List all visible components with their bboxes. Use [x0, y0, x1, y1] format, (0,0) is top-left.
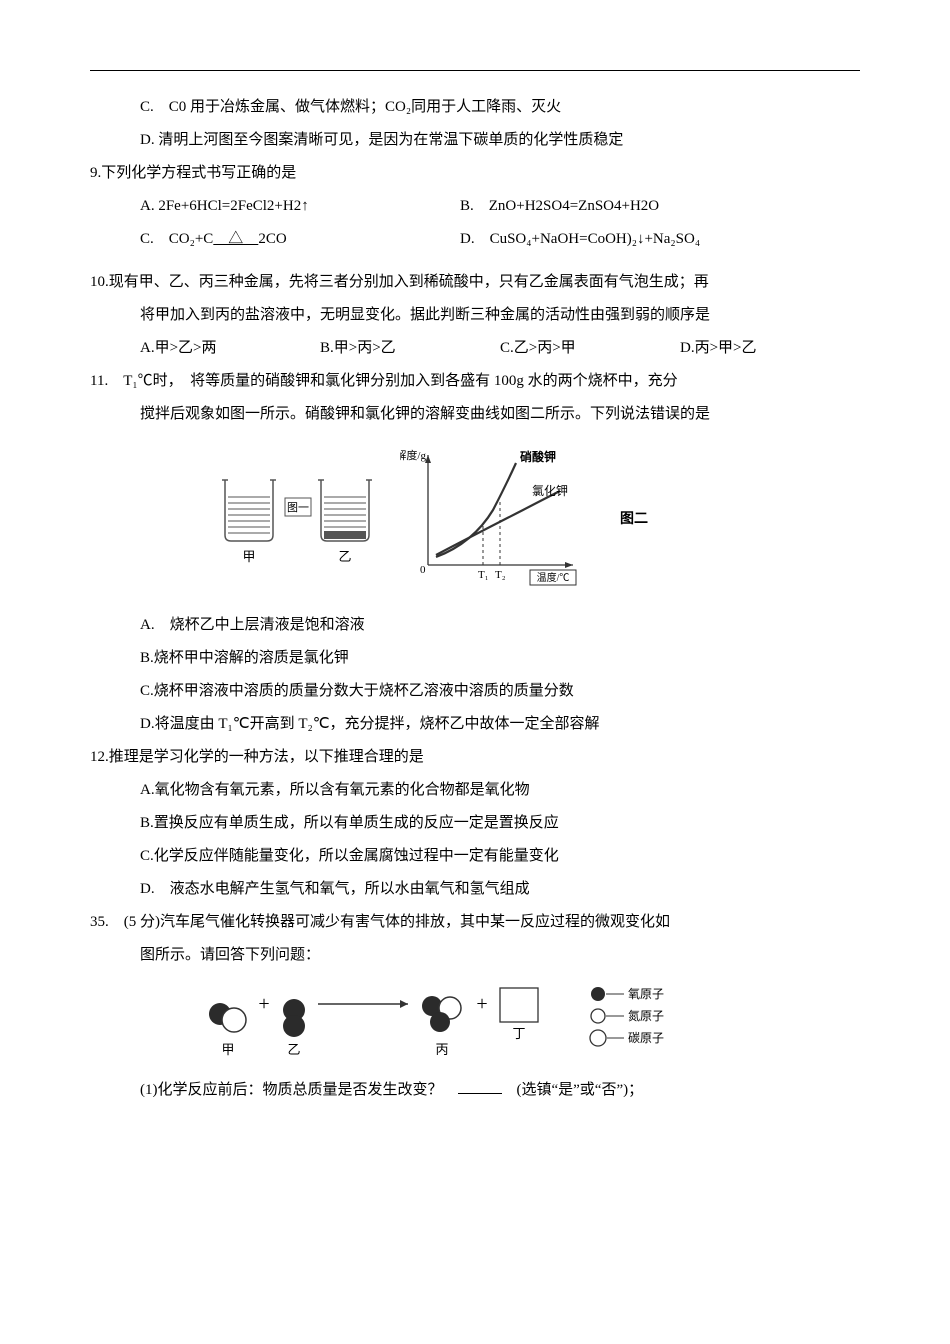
page-body: C. C0 用于冶炼金属、做气体燃料；CO₂同用于人工降雨、灭火 D. 清明上河…: [90, 70, 860, 1107]
q11-yaxis-label: 溶解度/g: [400, 448, 426, 462]
q9-stem: 9.下列化学方程式书写正确的是: [90, 157, 860, 190]
q11-fig1-label: 图一: [287, 501, 309, 514]
q9-opt-c: C. CO₂+C △ 2CO: [140, 223, 460, 256]
q11-fig2-svg: 硝酸钾 氯化钾 溶解度/g 0 T₁ T₂ 温度/℃: [400, 445, 610, 595]
q9-opt-d: D. CuSO₄+NaOH=CoOH)₂↓+Na₂SO₄: [460, 223, 860, 256]
q12-stem: 12.推理是学习化学的一种方法，以下推理合理的是: [90, 741, 860, 774]
q8-opt-d: D. 清明上河图至今图案清晰可见，是因为在常温下碳单质的化学性质稳定: [90, 124, 860, 157]
q11-curve2-label: 氯化钾: [532, 484, 568, 498]
q9-c-triangle: △: [213, 231, 258, 247]
q11-t2: T₂: [495, 569, 506, 581]
q35-stem1: 35. (5 分)汽车尾气催化转换器可减少有害气体的排放，其中某一反应过程的微观…: [90, 906, 860, 939]
q10-opt-a: A.甲>乙>两: [140, 332, 320, 365]
q11-fig1-svg: 甲 乙 图一: [210, 460, 390, 580]
q35-svg: 甲 + 乙 丙 + 丁: [190, 980, 710, 1070]
q35-plus2: +: [476, 993, 487, 1015]
q35-legend3: 碳原子: [628, 1031, 664, 1045]
q10-opt-b: B.甲>丙>乙: [320, 332, 500, 365]
q35-legend2: 氮原子: [628, 1008, 664, 1023]
q11-stem1: 11. T₁℃时， 将等质量的硝酸钾和氯化钾分别加入到各盛有 100g 水的两个…: [90, 365, 860, 398]
q35-sub1-post: (选镇“是”或“否”)；: [502, 1082, 644, 1098]
q9-row1: A. 2Fe+6HCl=2FeCl2+H2↑ B. ZnO+H2SO4=ZnSO…: [90, 190, 860, 223]
q11-stem2: 搅拌后观象如图一所示。硝酸钾和氯化钾的溶解变曲线如图二所示。下列说法错误的是: [90, 398, 860, 431]
q12-opt-d: D. 液态水电解产生氢气和氧气，所以水由氧气和氢气组成: [90, 873, 860, 906]
q35-figure: 甲 + 乙 丙 + 丁: [190, 980, 860, 1070]
q11-fig2-label: 图二: [620, 505, 648, 536]
q9-c-pre: C. CO₂+C: [140, 231, 213, 247]
q35-plus1: +: [258, 993, 269, 1015]
q35-legend1: 氧原子: [628, 987, 664, 1001]
q12-opt-b: B.置换反应有单质生成，所以有单质生成的反应一定是置换反应: [90, 807, 860, 840]
q11-opt-a: A. 烧杯乙中上层清液是饱和溶液: [90, 609, 860, 642]
q35-mol4: 丁: [512, 1026, 525, 1041]
q10-stem1: 10.现有甲、乙、丙三种金属，先将三者分别加入到稀硫酸中，只有乙金属表面有气泡生…: [90, 266, 860, 299]
q35-sub1: (1)化学反应前后：物质总质量是否发生改变？ (选镇“是”或“否”)；: [90, 1074, 860, 1107]
q35-mol2: 乙: [287, 1042, 300, 1057]
q11-t1: T₁: [478, 569, 489, 581]
q10-opts: A.甲>乙>两 B.甲>丙>乙 C.乙>丙>甲 D.丙>甲>乙: [90, 332, 860, 365]
q9-c-post: 2CO: [258, 231, 286, 247]
q10-opt-c: C.乙>丙>甲: [500, 332, 680, 365]
q11-opt-d: D.将温度由 T₁℃开高到 T₂℃，充分提拌，烧杯乙中故体一定全部容解: [90, 708, 860, 741]
q35-blank[interactable]: [458, 1078, 502, 1094]
q35-sub1-pre: (1)化学反应前后：物质总质量是否发生改变？: [140, 1082, 458, 1098]
q12-opt-a: A.氧化物含有氧元素，所以含有氧元素的化合物都是氧化物: [90, 774, 860, 807]
q11-xaxis-label: 温度/℃: [537, 571, 570, 584]
q9-opt-b: B. ZnO+H2SO4=ZnSO4+H2O: [460, 190, 860, 223]
q10-stem2: 将甲加入到丙的盐溶液中，无明显变化。据此判断三种金属的活动性由强到弱的顺序是: [90, 299, 860, 332]
q35-mol1: 甲: [221, 1042, 234, 1057]
q8-opt-c: C. C0 用于冶炼金属、做气体燃料；CO₂同用于人工降雨、灭火: [90, 91, 860, 124]
q11-origin: 0: [420, 564, 426, 576]
q9-opt-a: A. 2Fe+6HCl=2FeCl2+H2↑: [140, 190, 460, 223]
q12-opt-c: C.化学反应伴随能量变化，所以金属腐蚀过程中一定有能量变化: [90, 840, 860, 873]
q35-stem2: 图所示。请回答下列问题：: [90, 939, 860, 972]
q11-figures: 甲 乙 图一: [210, 445, 860, 595]
q11-beaker1-label: 甲: [242, 549, 255, 564]
q11-beaker2-label: 乙: [338, 549, 351, 564]
q9-row2: C. CO₂+C △ 2CO D. CuSO₄+NaOH=CoOH)₂↓+Na₂…: [90, 223, 860, 256]
q11-opt-b: B.烧杯甲中溶解的溶质是氯化钾: [90, 642, 860, 675]
q11-opt-c: C.烧杯甲溶液中溶质的质量分数大于烧杯乙溶液中溶质的质量分数: [90, 675, 860, 708]
q11-curve1-label: 硝酸钾: [520, 449, 556, 464]
q35-mol3: 丙: [435, 1042, 448, 1057]
q10-opt-d: D.丙>甲>乙: [680, 332, 860, 365]
